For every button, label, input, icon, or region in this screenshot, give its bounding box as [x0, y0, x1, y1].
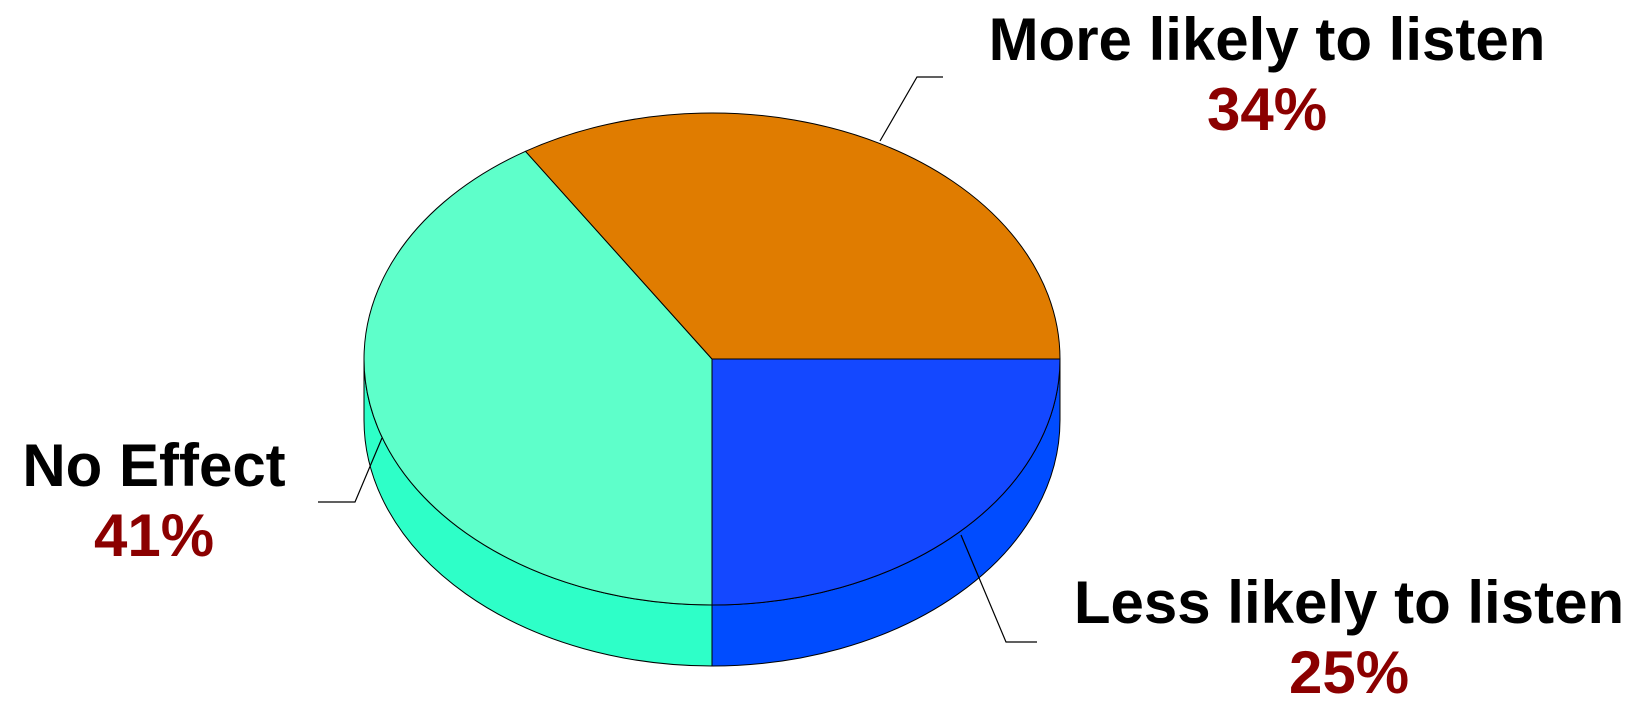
slice-value-label: 25% — [1288, 639, 1410, 706]
slice-label-name: Less likely to listen — [1073, 569, 1625, 636]
pie-slice-less-likely-to-listen — [711, 358, 1061, 606]
pie-slice-no-effect — [363, 150, 713, 606]
label-less-likely: Less likely to listen 25% — [1049, 573, 1649, 703]
pie-slice-more-likely-to-listen — [524, 112, 1061, 360]
slice-value-label: 41% — [93, 502, 215, 569]
label-more-likely: More likely to listen 34% — [967, 10, 1567, 140]
leader-no-effect — [318, 437, 383, 503]
leader-less-likely — [960, 534, 1037, 643]
slice-label-name: No Effect — [22, 432, 286, 499]
label-no-effect: No Effect 41% — [4, 436, 304, 566]
slice-label-name: More likely to listen — [988, 6, 1546, 73]
leader-lines — [318, 76, 1037, 643]
slice-value-label: 34% — [1206, 76, 1328, 143]
leader-more-likely — [879, 76, 943, 142]
pie-tops — [363, 112, 1061, 606]
